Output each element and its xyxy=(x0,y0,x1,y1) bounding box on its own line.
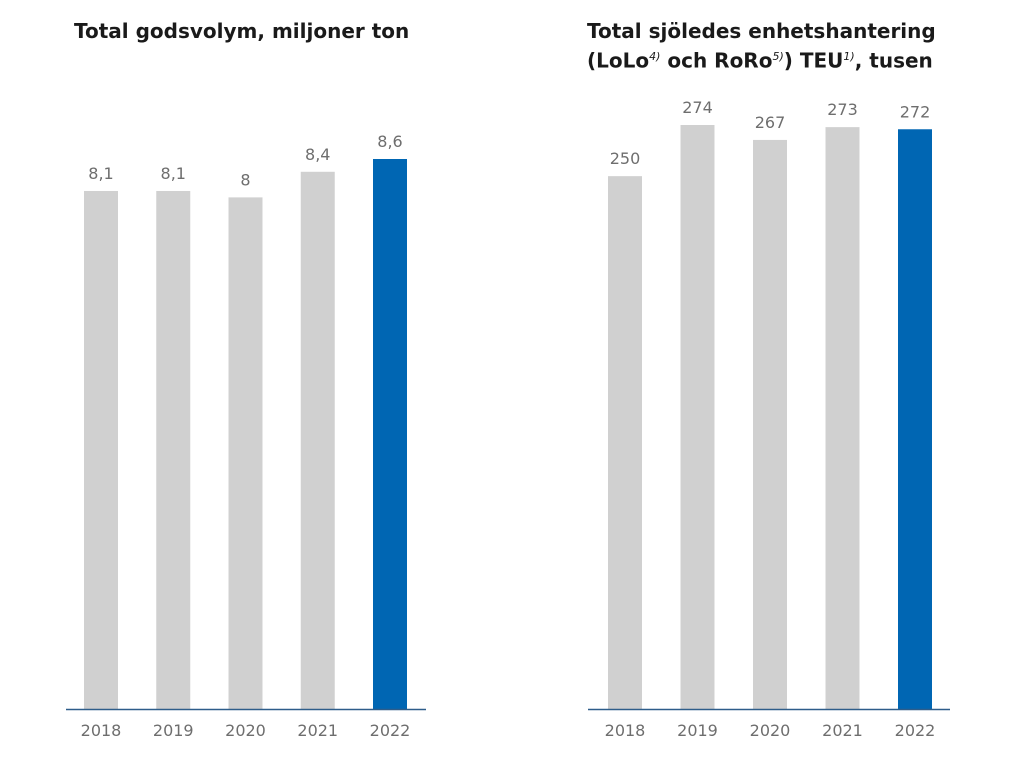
chart-title-godsvolym: Total godsvolym, miljoner ton xyxy=(74,18,409,44)
x-tick-label-2021: 2021 xyxy=(297,721,338,740)
x-tick-label-2022: 2022 xyxy=(370,721,411,740)
title-part: , tusen xyxy=(854,48,933,73)
footnote-ref: 4) xyxy=(649,50,661,63)
x-tick-label-2022: 2022 xyxy=(895,721,936,740)
title-line-1: Total sjöledes enhetshantering xyxy=(587,19,936,43)
x-tick-label-2019: 2019 xyxy=(677,721,718,740)
footnote-ref: 1) xyxy=(843,50,855,63)
bar-2020 xyxy=(753,139,787,710)
bar-2022 xyxy=(373,159,407,709)
title-part: och RoRo xyxy=(660,48,773,73)
bar-2019 xyxy=(680,125,715,709)
data-label-2019: 8,1 xyxy=(161,164,186,183)
chart-title-enhetshantering: Total sjöledes enhetshantering (LoLo4) o… xyxy=(587,18,936,74)
x-tick-label-2020: 2020 xyxy=(750,721,791,740)
bar-2018 xyxy=(608,176,642,709)
data-label-2020: 8 xyxy=(240,170,250,189)
data-label-2019: 274 xyxy=(682,98,713,117)
chart-enhetshantering: 250 2018 274 2019 267 2020 273 2021 272 2022 xyxy=(588,98,950,740)
bar-2021 xyxy=(300,171,335,709)
footnote-ref: 5) xyxy=(772,50,784,63)
data-label-2018: 8,1 xyxy=(88,164,113,183)
title-line-2: (LoLo4) och RoRo5)) TEU1), tusen xyxy=(587,44,936,74)
data-label-2020: 267 xyxy=(755,113,786,132)
title-part: (LoLo xyxy=(587,48,650,73)
bar-2018 xyxy=(84,190,118,709)
bar-2020 xyxy=(228,197,263,710)
x-tick-label-2018: 2018 xyxy=(81,721,122,740)
x-tick-label-2019: 2019 xyxy=(153,721,194,740)
data-label-2021: 8,4 xyxy=(305,145,330,164)
chart-godsvolym: 8,1 2018 8,1 2019 8 2020 8,4 2021 8,6 2022 xyxy=(66,132,426,740)
bar-2019 xyxy=(156,190,191,709)
data-label-2021: 273 xyxy=(827,100,858,119)
data-label-2022: 8,6 xyxy=(377,132,402,151)
data-label-2022: 272 xyxy=(900,102,931,121)
bar-2022 xyxy=(898,129,932,710)
title-part: ) TEU xyxy=(783,48,844,73)
x-tick-label-2021: 2021 xyxy=(822,721,863,740)
x-tick-label-2020: 2020 xyxy=(225,721,266,740)
bar-2021 xyxy=(825,127,860,709)
title-text: Total godsvolym, miljoner ton xyxy=(74,19,410,43)
data-label-2018: 250 xyxy=(610,149,641,168)
x-tick-label-2018: 2018 xyxy=(605,721,646,740)
